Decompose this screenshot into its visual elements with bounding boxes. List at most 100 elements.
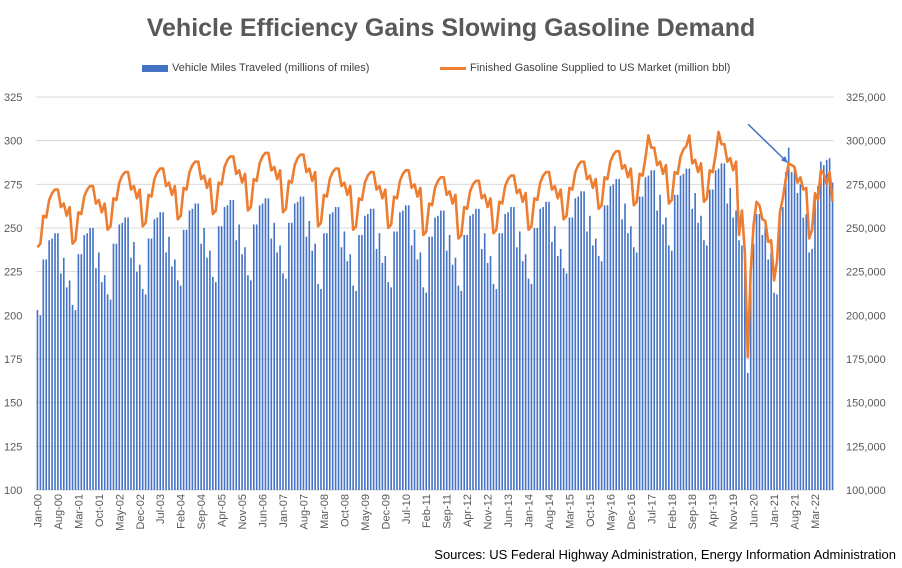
bar [387, 282, 390, 490]
bar [650, 170, 653, 491]
x-axis-labels: Jan-00 Aug-00 Mar-01 Oct-01 May-02 Dec-02 Jul-… [32, 494, 822, 531]
bar [150, 238, 153, 490]
x-tick-label: Feb-04 [176, 494, 188, 529]
bar [668, 245, 670, 490]
bar [688, 168, 691, 491]
bar [176, 280, 179, 490]
bar [276, 252, 278, 490]
x-tick-label: Jan-00 [32, 494, 44, 528]
x-tick-label: Nov-05 [237, 494, 249, 529]
bar [54, 233, 56, 491]
bar [100, 282, 103, 490]
bar [711, 189, 714, 490]
bar [60, 273, 62, 490]
bar [328, 214, 331, 490]
bar [255, 224, 258, 490]
bar [384, 255, 387, 490]
legend-swatch-bar [142, 64, 168, 72]
bar [706, 245, 708, 490]
bar [708, 189, 711, 490]
bar [261, 203, 264, 491]
bar [592, 245, 594, 490]
annotation-arrow [747, 123, 789, 164]
bar [691, 208, 694, 491]
bar [536, 228, 539, 490]
bar-series-vehicle-miles [36, 147, 834, 491]
bar [159, 212, 162, 490]
bar [492, 283, 495, 490]
bar [656, 210, 658, 490]
bar [220, 226, 223, 490]
bar [597, 255, 600, 490]
x-tick-label: Dec-02 [135, 494, 147, 529]
x-tick-label: Aug-14 [544, 494, 556, 529]
y-left-tick-label: 225 [4, 267, 22, 279]
bar [416, 259, 419, 490]
bar [185, 229, 188, 490]
bar [782, 207, 784, 491]
bar [109, 299, 112, 490]
bar [603, 205, 606, 491]
bar [331, 212, 334, 490]
bar [744, 269, 746, 490]
y-right-tick-label: 225,000 [846, 267, 886, 279]
bar [483, 233, 486, 491]
bar [697, 222, 699, 490]
y-left-tick-label: 200 [4, 310, 22, 322]
bar [802, 217, 805, 490]
bar [39, 315, 42, 490]
bar [188, 210, 191, 490]
x-tick-label: Apr-12 [462, 494, 474, 527]
bar [200, 243, 202, 490]
bar [516, 247, 518, 490]
bar [513, 207, 515, 491]
x-tick-label: May-02 [114, 494, 126, 531]
bar [755, 214, 758, 490]
y-right-tick-label: 175,000 [846, 354, 886, 366]
bar [153, 219, 156, 490]
bar [279, 245, 281, 490]
bar [80, 254, 83, 490]
bar [822, 165, 825, 490]
y-left-tick-label: 325 [4, 92, 22, 104]
bar [323, 233, 325, 491]
y-left-tick-label: 150 [4, 398, 22, 410]
bar [182, 229, 185, 490]
bar [770, 252, 772, 490]
bar [223, 207, 226, 491]
y-right-tick-label: 100,000 [846, 485, 886, 497]
bar [554, 226, 556, 490]
bar [828, 158, 831, 490]
bar [673, 194, 676, 490]
bar [510, 207, 512, 491]
bar [784, 172, 787, 491]
arrow-shaft [747, 123, 789, 164]
bar [381, 262, 384, 490]
y-right-tick-label: 300,000 [846, 136, 886, 148]
bar [141, 289, 144, 490]
bar [396, 231, 398, 491]
bar [630, 226, 632, 490]
bar [574, 198, 577, 490]
y-right-tick-label: 275,000 [846, 179, 886, 191]
bar [404, 205, 407, 491]
bar [787, 147, 790, 490]
bar [214, 282, 217, 490]
bar [799, 184, 802, 490]
bar [340, 247, 343, 490]
bar [735, 210, 737, 490]
y-left-tick-label: 125 [4, 441, 22, 453]
legend-label-gasoline: Finished Gasoline Supplied to US Market … [470, 62, 731, 74]
bar [247, 275, 249, 490]
bar [521, 261, 524, 490]
bar [57, 233, 59, 491]
bar [577, 196, 580, 490]
bar [48, 240, 50, 490]
bar [530, 283, 533, 490]
bar [533, 228, 536, 490]
bar [618, 179, 620, 490]
bar [448, 234, 451, 490]
bar [647, 175, 650, 490]
bar [767, 259, 770, 490]
